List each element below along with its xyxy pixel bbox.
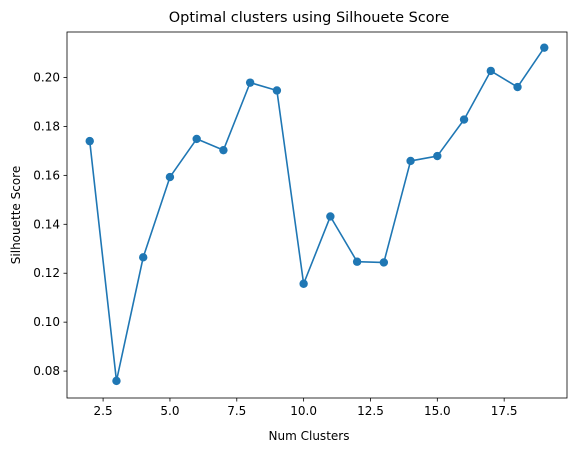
x-tick-label: 7.5: [227, 404, 246, 418]
y-tick-label: 0.12: [33, 266, 60, 280]
data-point: [540, 43, 549, 52]
y-tick-label: 0.10: [33, 315, 60, 329]
y-tick-label: 0.18: [33, 119, 60, 133]
data-point: [352, 257, 362, 266]
x-tick-label: 12.5: [357, 404, 384, 418]
y-axis-label: Silhouette Score: [9, 166, 23, 264]
data-point: [272, 86, 282, 95]
series-line: [88, 47, 545, 382]
data-point: [406, 156, 415, 166]
data-point: [459, 115, 469, 124]
data-point: [112, 376, 121, 386]
data-point: [85, 136, 94, 146]
plot-area: [66, 31, 568, 399]
x-axis-label: Num Clusters: [269, 429, 350, 443]
x-tick-label: 10.0: [290, 404, 317, 418]
axes-frame: [66, 31, 568, 399]
x-tick-label: 17.5: [491, 404, 518, 418]
data-point: [513, 82, 522, 92]
data-point: [326, 212, 335, 221]
x-tick-label: 5.0: [160, 404, 179, 418]
chart-title: Optimal clusters using Silhouete Score: [169, 10, 450, 26]
y-tick-label: 0.08: [33, 364, 60, 378]
data-point: [245, 78, 255, 87]
y-tick-label: 0.20: [33, 71, 60, 85]
data-point: [192, 134, 201, 144]
y-tick-label: 0.16: [33, 168, 60, 182]
x-tick-label: 2.5: [94, 404, 113, 418]
data-point: [165, 172, 175, 182]
x-axis-ticks: 2.5 5.0 7.5 10.0 12.5 15.0 17.5: [94, 398, 518, 418]
data-point: [219, 145, 228, 155]
y-axis-ticks: 0.08 0.10 0.12 0.14 0.16 0.18 0.20: [33, 71, 67, 378]
x-tick-label: 15.0: [424, 404, 451, 418]
data-point: [299, 279, 308, 288]
y-tick-label: 0.14: [33, 217, 60, 231]
data-point: [139, 253, 148, 262]
data-point: [486, 66, 495, 76]
data-point: [433, 151, 442, 161]
data-point: [379, 258, 389, 267]
